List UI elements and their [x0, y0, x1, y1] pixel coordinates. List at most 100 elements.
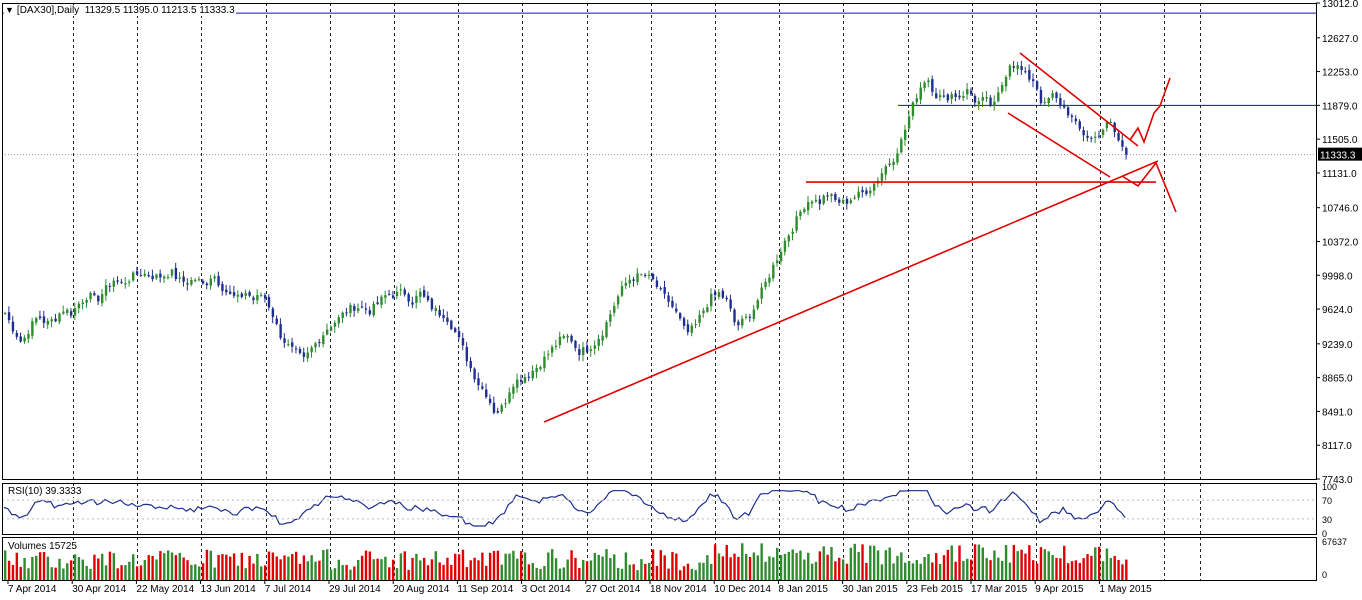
volume-bar: [601, 556, 604, 580]
volume-bar: [419, 560, 422, 580]
volume-bar: [302, 555, 306, 580]
candle: [294, 345, 298, 354]
volume-bar: [221, 554, 224, 580]
volume-bar: [473, 557, 476, 580]
candle: [779, 247, 783, 265]
candle: [807, 196, 810, 216]
candle: [116, 276, 119, 285]
candle: [977, 97, 981, 111]
candle: [384, 290, 387, 304]
volume-bar: [426, 565, 430, 580]
candle: [461, 332, 465, 351]
candle: [11, 315, 15, 335]
volume-bar: [488, 552, 492, 580]
volume-bar: [733, 553, 736, 580]
volume-bar: [325, 549, 329, 580]
candlesticks: [4, 60, 1128, 415]
candle: [1066, 105, 1070, 119]
rsi-tick-label: 100: [1322, 482, 1337, 492]
pane-frames: [2, 3, 1317, 581]
volume-bar: [166, 550, 170, 580]
volume-bar: [748, 556, 752, 580]
candle: [686, 319, 690, 336]
candle: [574, 339, 577, 352]
caret-down-icon[interactable]: ▼: [5, 5, 14, 15]
time-tick-label: 30 Apr 2014: [72, 584, 126, 595]
volume-bar: [85, 565, 88, 580]
axes: 7 Apr 2014 30 Apr 2014 22 May 2014 13 Jun 2…: [7, 0, 1362, 595]
candle: [15, 330, 19, 340]
candle: [147, 271, 150, 278]
time-tick-label: 9 Apr 2015: [1035, 584, 1084, 595]
candle: [799, 209, 802, 220]
time-tick-label: 20 Aug 2014: [393, 584, 450, 595]
volume-bar: [904, 562, 907, 580]
candle: [426, 291, 430, 303]
volume-bar: [721, 556, 725, 580]
volume-bar: [973, 544, 977, 580]
rsi-indicator: [2, 490, 1316, 527]
candle: [143, 269, 147, 278]
candle: [388, 289, 391, 296]
volume-bar: [97, 558, 100, 580]
price-tick-label: 11879.0: [1322, 101, 1358, 112]
volume-bar: [845, 563, 849, 580]
volume-bar: [931, 562, 934, 580]
candle: [958, 90, 961, 100]
volume-bar: [570, 550, 573, 580]
volume-bar: [376, 558, 379, 580]
candle: [636, 267, 639, 286]
time-tick-label: 7 Jul 2014: [265, 584, 312, 595]
volume-bar: [547, 552, 550, 580]
volume-tick-label: 0: [1322, 570, 1327, 580]
volume-bar: [454, 553, 457, 580]
candle: [275, 315, 278, 326]
volume-bar: [838, 557, 841, 580]
volume-bar: [841, 559, 845, 580]
channel-upper-line: [1019, 52, 1139, 147]
volume-bar: [799, 550, 802, 580]
candle: [368, 306, 372, 317]
candle: [201, 278, 205, 285]
volume-bar: [539, 568, 542, 580]
candle: [845, 196, 849, 210]
volume-bar: [574, 557, 577, 580]
candle: [585, 341, 589, 354]
candle: [442, 309, 445, 322]
volume-bar: [527, 564, 531, 580]
candle: [151, 269, 154, 282]
candle: [578, 344, 581, 361]
candle: [768, 273, 771, 287]
candle: [35, 316, 38, 326]
volume-bar: [907, 560, 911, 580]
candle: [1012, 61, 1016, 73]
volume-bar: [38, 552, 42, 580]
volume-tick-label: 67637: [1322, 537, 1347, 547]
volume-bar: [159, 551, 162, 580]
volume-bar: [380, 559, 383, 580]
volume-bar: [1070, 561, 1074, 580]
candle: [795, 210, 798, 234]
support-trendline: [543, 160, 1159, 423]
volume-bar: [935, 553, 938, 580]
candle: [229, 285, 232, 295]
volume-bar: [807, 552, 810, 580]
volume-bar: [562, 567, 566, 580]
candle: [713, 289, 717, 301]
candle: [446, 311, 449, 326]
time-tick-label: 3 Oct 2014: [522, 584, 571, 595]
candle: [298, 346, 302, 355]
volume-bar: [69, 560, 73, 580]
time-tick-label: 10 Dec 2014: [714, 584, 771, 595]
candle: [783, 237, 787, 256]
volume-bar: [135, 566, 139, 580]
trend-drawings[interactable]: [543, 52, 1177, 423]
volume-bar: [558, 568, 562, 580]
candle: [422, 285, 426, 299]
candle: [128, 279, 131, 287]
candle: [457, 326, 461, 341]
volume-bar: [1066, 563, 1070, 580]
candle: [923, 80, 926, 92]
